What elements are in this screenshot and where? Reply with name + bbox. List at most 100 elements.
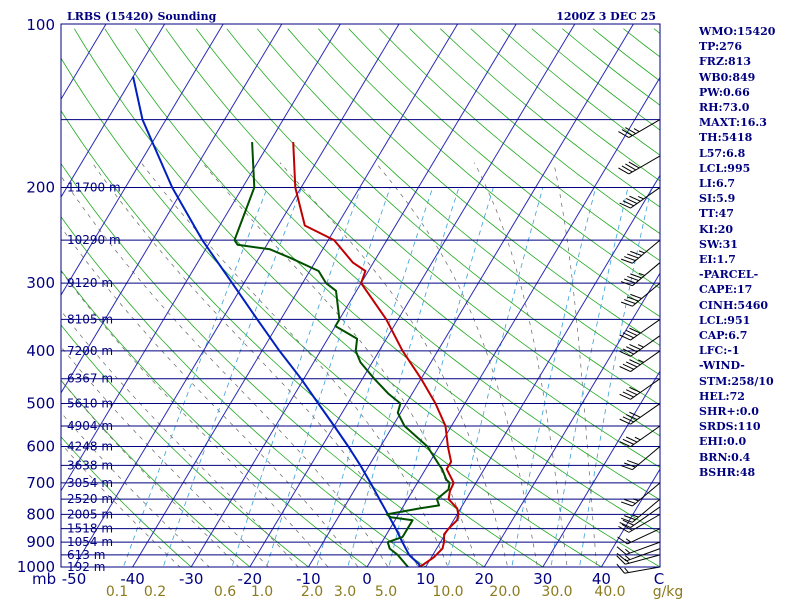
dry-adiabat [61, 57, 603, 567]
barb-flag [629, 386, 641, 393]
dry-adiabat [134, 28, 660, 501]
index-value: -PARCEL- [699, 268, 759, 282]
temperature-tick-label: 40 [592, 570, 611, 588]
pressure-tick-label: 100 [26, 16, 55, 34]
wind-barb [619, 425, 661, 448]
barb-staff [630, 425, 661, 448]
height-label: 3054 m [67, 476, 113, 490]
wind-barb [619, 506, 661, 528]
barb-flag [633, 128, 640, 133]
temperature-tick-label: -30 [179, 570, 204, 588]
barb-flag [632, 498, 639, 502]
barb-flag [621, 165, 633, 173]
barb-flag [616, 563, 625, 574]
barb-staff [628, 513, 661, 533]
barb-flag [625, 538, 632, 543]
moist-adiabat [61, 270, 329, 567]
isotherm [132, 24, 459, 567]
moist-adiabat [61, 310, 299, 567]
barb-flag [624, 278, 636, 284]
wind-barb [620, 446, 661, 471]
barb-flag [628, 161, 640, 169]
barb-flag [638, 250, 645, 254]
barb-staff [624, 566, 661, 574]
index-value: EI:1.7 [699, 253, 736, 267]
mixing-ratio-label: 0.6 [214, 584, 236, 600]
barb-flag [617, 536, 628, 545]
isotherm [61, 24, 166, 199]
index-value: PW:0.66 [699, 85, 750, 99]
index-value: EHI:0.0 [699, 435, 747, 449]
dry-adiabat [165, 28, 660, 468]
barb-flag [625, 548, 631, 554]
temperature-trace [292, 142, 460, 567]
height-label: 4904 m [67, 419, 113, 433]
moist-adiabat [473, 162, 568, 567]
pressure-tick-label: 200 [26, 178, 55, 196]
wind-barb [619, 319, 661, 341]
isotherm [307, 24, 634, 567]
barb-staff [630, 335, 661, 357]
mixing-ratio-label: 20.0 [489, 584, 520, 600]
mixing-ratio-label: 1.0 [251, 584, 273, 600]
barb-flag [629, 327, 641, 334]
barb-staff [627, 528, 661, 545]
barb-flag [625, 389, 638, 396]
barb-flag [619, 334, 631, 341]
dry-adiabat [256, 28, 660, 376]
barb-flag [625, 361, 638, 368]
mixing-ratio-label: 30.0 [541, 584, 572, 600]
barb-flag [620, 501, 633, 507]
height-label: 3638 m [67, 458, 113, 472]
barb-staff [630, 378, 661, 400]
height-label: 1054 m [67, 535, 113, 549]
isobar-layer [61, 23, 660, 568]
wind-barb [618, 513, 661, 533]
moist-adiabat [140, 162, 449, 567]
pressure-tick-label: 800 [26, 505, 55, 523]
barb-flag [625, 346, 638, 353]
barb-flag [627, 253, 639, 259]
barb-flag [638, 272, 645, 276]
height-label: 1518 m [67, 522, 113, 536]
height-label: 10290 m [67, 233, 121, 247]
isotherm [542, 370, 660, 567]
dry-adiabat [61, 162, 485, 567]
barb-flag [619, 202, 631, 209]
index-value: FRZ:813 [699, 55, 752, 69]
barb-flag [618, 131, 630, 139]
barb-staff [632, 482, 661, 507]
barb-flag [620, 465, 633, 471]
profile-layer [132, 76, 460, 567]
mixing-ratio-label: 0.2 [144, 584, 166, 600]
barb-flag [619, 418, 631, 425]
barb-staff [630, 319, 661, 341]
mb-label: mb [32, 570, 56, 588]
dry-adiabat [287, 28, 660, 346]
index-value: RH:73.0 [699, 101, 750, 115]
barb-staff [626, 548, 661, 562]
barb-flag [621, 523, 633, 531]
isotherm [61, 24, 224, 296]
barb-staff [632, 239, 661, 264]
mixing-ratio-label: 40.0 [594, 584, 625, 600]
isotherm [61, 24, 283, 394]
isotherm [600, 468, 660, 567]
moist-adiabat [61, 226, 359, 567]
barb-staff [625, 554, 661, 565]
mixing-ratio-label: 5.0 [375, 584, 397, 600]
barb-staff [630, 403, 661, 425]
index-value: SW:31 [699, 237, 738, 251]
wind-barb [620, 282, 661, 307]
index-value: LCL:995 [699, 161, 751, 175]
index-value: TT:47 [699, 207, 734, 221]
barb-flag [618, 525, 630, 533]
temperature-tick-label: 30 [533, 570, 552, 588]
index-value: WB0:849 [699, 70, 756, 84]
barb-staff [628, 119, 661, 139]
pressure-tick-label: 700 [26, 474, 55, 492]
dry-adiabat [379, 28, 660, 262]
index-value: CAP:6.7 [699, 329, 748, 343]
index-value: MAXT:16.3 [699, 116, 767, 130]
